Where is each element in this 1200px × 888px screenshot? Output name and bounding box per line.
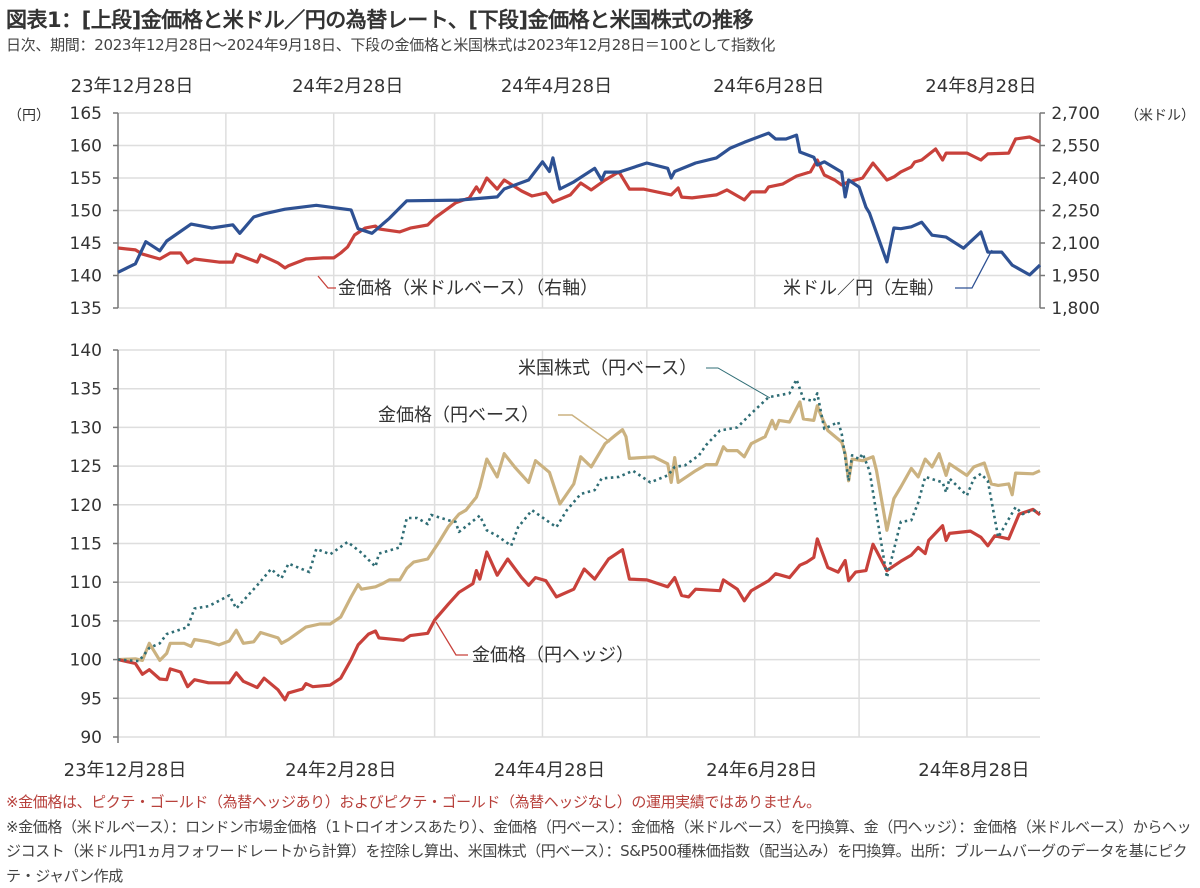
- top-date-label: 23年12月28日: [71, 76, 194, 97]
- top-date-label: 24年6月28日: [713, 76, 824, 97]
- series-lines: [117, 131, 1042, 702]
- left-axis-unit: （円）: [8, 108, 50, 124]
- bottom-axis-tick-label: 95: [80, 689, 102, 709]
- bottom-date-label: 24年2月28日: [285, 760, 396, 781]
- left-axis-tick-label: 135: [70, 299, 102, 319]
- top-date-label: 24年4月28日: [501, 76, 612, 97]
- bottom-date-label: 23年12月28日: [64, 760, 187, 781]
- figure-subtitle: 日次、期間：2023年12月28日～2024年9月18日、下段の金価格と米国株式…: [6, 36, 776, 54]
- series-line-usdjpy: [117, 131, 1042, 277]
- series-label-gold-hedged: 金価格（円ヘッジ）: [472, 645, 634, 666]
- right-axis-tick-label: 2,250: [1051, 202, 1100, 222]
- footnotes: ※金価格は、ピクテ・ゴールド（為替ヘッジあり）およびピクテ・ゴールド（為替ヘッジ…: [6, 790, 1196, 888]
- series-line-us-stock: [117, 378, 1041, 663]
- bottom-axis-tick-label: 110: [70, 573, 102, 593]
- tick-labels: 135 140 145 150 155 160 165 1,800 1,950 2,100 2,25…: [8, 76, 1195, 781]
- bottom-panel-grid: [118, 349, 1040, 738]
- chart-canvas: 135 140 145 150 155 160 165 1,800 1,950 2,100 2,25…: [8, 76, 1195, 781]
- leader-line-us-stock: [706, 367, 771, 399]
- leader-line-usdjpy: [955, 249, 993, 289]
- right-axis-unit: （米ドル）: [1125, 108, 1195, 124]
- bottom-axis-tick-label: 105: [70, 612, 102, 632]
- series-line-gold-hedged: [117, 507, 1041, 702]
- top-date-label: 24年2月28日: [292, 76, 403, 97]
- bottom-date-label: 24年8月28日: [918, 760, 1029, 781]
- label-gold-hedged: 金価格（円ヘッジ）: [435, 621, 634, 666]
- bottom-date-label: 24年6月28日: [706, 760, 817, 781]
- top-date-label: 24年8月28日: [925, 76, 1036, 97]
- left-axis-tick-label: 150: [70, 202, 102, 222]
- left-axis-tick-label: 160: [70, 137, 102, 157]
- footnote-definitions: ※金価格（米ドルベース）：ロンドン市場金価格（1トロイオンスあたり）、金価格（円…: [6, 817, 1192, 885]
- bottom-axis-tick-label: 115: [70, 535, 102, 555]
- label-usdjpy: 米ドル／円（左軸）: [783, 249, 993, 299]
- figure-title: 図表1：[上段]金価格と米ドル／円の為替レート、[下段]金価格と米国株式の推移: [6, 8, 754, 32]
- series-label-gold-usd: 金価格（米ドルベース）（右軸）: [338, 278, 598, 299]
- series-line-gold-usd: [117, 135, 1041, 270]
- leader-line-gold-usd: [317, 275, 336, 289]
- bottom-date-label: 24年4月28日: [494, 760, 605, 781]
- right-axis-tick-label: 2,700: [1051, 104, 1100, 124]
- left-axis-tick-label: 165: [70, 104, 102, 124]
- leader-line-gold-hedged: [435, 621, 468, 656]
- label-gold-jpy: 金価格（円ベース）: [378, 405, 611, 443]
- bottom-axis-tick-label: 90: [80, 728, 102, 748]
- bottom-axis-tick-label: 135: [70, 380, 102, 400]
- top-panel-grid: [118, 112, 1040, 309]
- left-axis-tick-label: 140: [70, 267, 102, 287]
- bottom-axis-tick-label: 130: [70, 418, 102, 438]
- label-gold-usd: 金価格（米ドルベース）（右軸）: [317, 275, 598, 299]
- series-line-gold-jpy: [117, 400, 1041, 663]
- leader-line-gold-jpy: [558, 414, 611, 443]
- bottom-axis-tick-label: 120: [70, 496, 102, 516]
- right-axis-tick-label: 2,400: [1051, 169, 1100, 189]
- label-us-stock: 米国株式（円ベース）: [518, 358, 771, 399]
- left-axis-tick-label: 155: [70, 169, 102, 189]
- series-label-us-stock: 米国株式（円ベース）: [518, 358, 697, 379]
- bottom-axis-tick-label: 125: [70, 457, 102, 477]
- left-axis-tick-label: 145: [70, 234, 102, 254]
- bottom-axis-tick-label: 140: [70, 341, 102, 361]
- axes: [113, 112, 1045, 743]
- right-axis-tick-label: 2,550: [1051, 137, 1100, 157]
- series-label-usdjpy: 米ドル／円（左軸）: [783, 278, 945, 299]
- right-axis-tick-label: 1,950: [1051, 267, 1100, 287]
- right-axis-tick-label: 2,100: [1051, 234, 1100, 254]
- footnote-warning: ※金価格は、ピクテ・ゴールド（為替ヘッジあり）およびピクテ・ゴールド（為替ヘッジ…: [6, 793, 821, 811]
- series-label-gold-jpy: 金価格（円ベース）: [378, 405, 539, 426]
- bottom-axis-tick-label: 100: [70, 651, 102, 671]
- right-axis-tick-label: 1,800: [1051, 299, 1100, 319]
